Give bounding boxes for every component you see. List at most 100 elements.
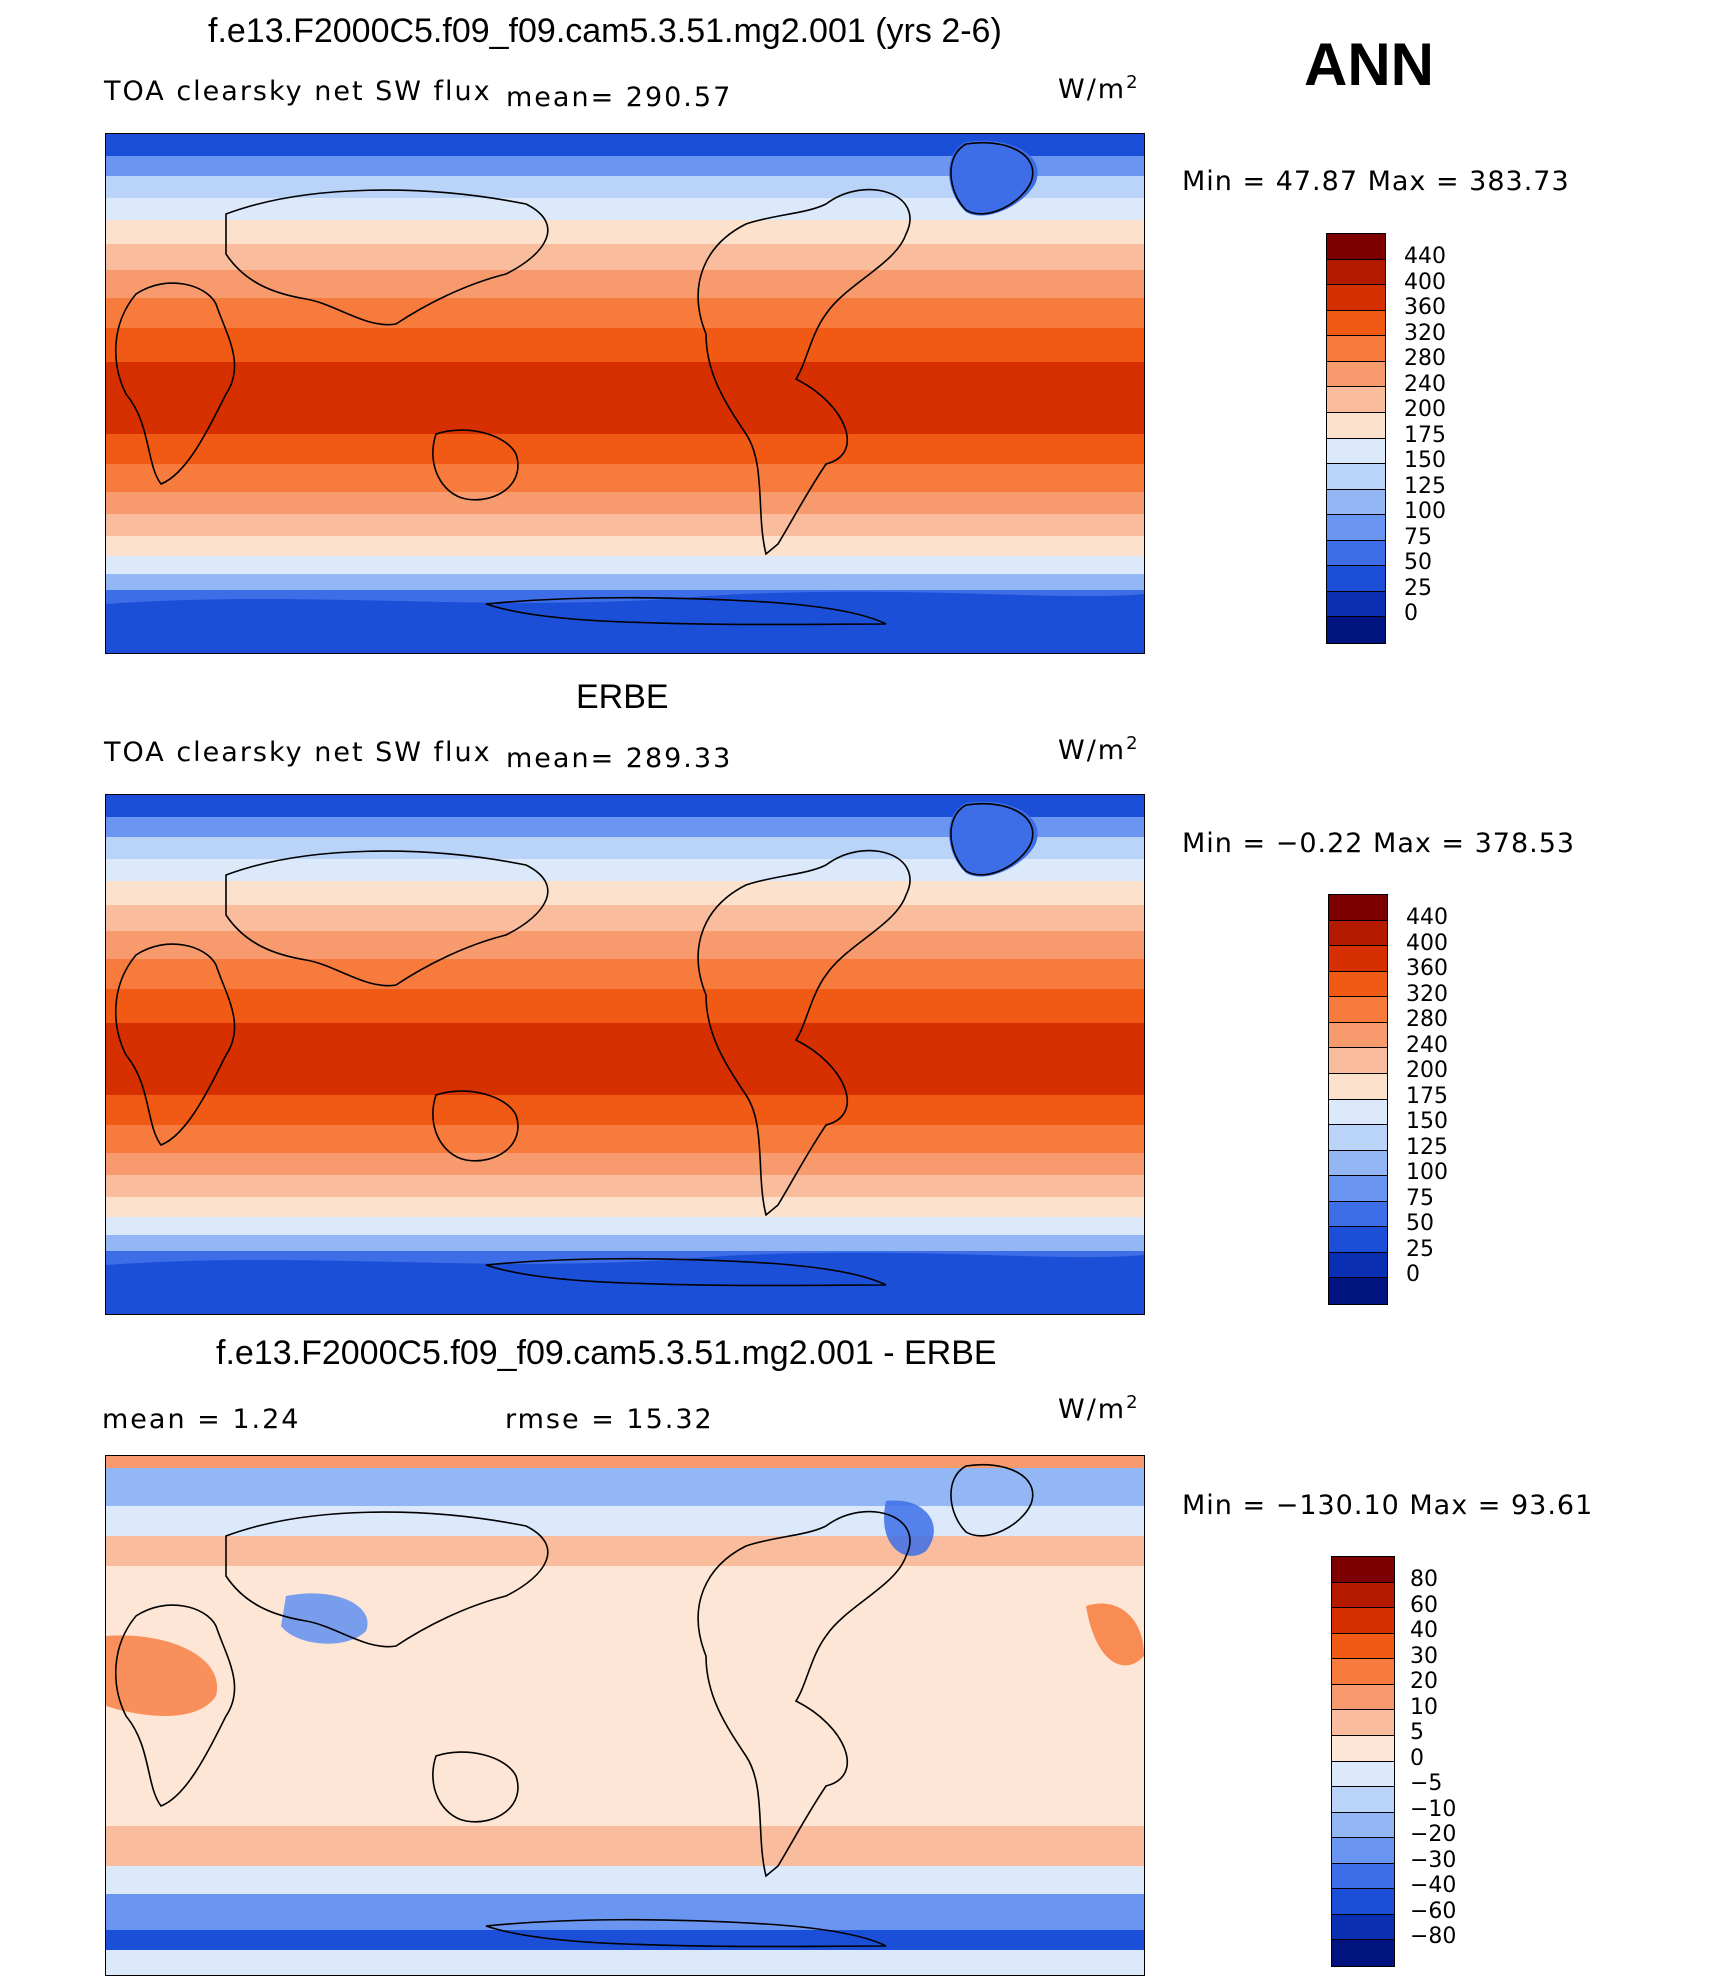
colorbar-swatch bbox=[1327, 617, 1385, 643]
panel-1-mean-label: mean= 290.57 bbox=[506, 82, 733, 113]
panel-3-map bbox=[105, 1455, 1145, 1976]
panel-2-title: ERBE bbox=[576, 678, 669, 716]
colorbar-tick-label: 0 bbox=[1404, 601, 1418, 626]
colorbar-tick-label: 175 bbox=[1404, 422, 1446, 448]
panel-2-coastlines bbox=[114, 803, 1034, 1287]
colorbar-tick-label: 75 bbox=[1406, 1185, 1434, 1211]
colorbar-tick-label: 40 bbox=[1410, 1618, 1438, 1643]
colorbar-swatch bbox=[1327, 336, 1385, 362]
colorbar-tick-label: 100 bbox=[1404, 499, 1446, 524]
coastline bbox=[225, 1511, 549, 1648]
colorbar-tick-label: 360 bbox=[1406, 956, 1448, 981]
colorbar-swatch bbox=[1329, 1278, 1387, 1304]
colorbar-swatch bbox=[1332, 1940, 1394, 1966]
colorbar-tick-label: −30 bbox=[1410, 1847, 1457, 1873]
panel-3-mean-label: mean = 1.24 bbox=[102, 1404, 301, 1435]
colorbar-swatch bbox=[1332, 1608, 1394, 1634]
colorbar-swatch bbox=[1329, 1252, 1387, 1279]
colorbar-tick-label: 320 bbox=[1406, 981, 1448, 1007]
colorbar-tick-label: 200 bbox=[1404, 397, 1446, 422]
colorbar-tick-label: 400 bbox=[1406, 930, 1448, 956]
coastline bbox=[225, 850, 549, 987]
colorbar-tick-label: −10 bbox=[1410, 1796, 1457, 1822]
colorbar-swatch bbox=[1332, 1787, 1394, 1813]
panel-3-units: W/m2 bbox=[1058, 1392, 1140, 1425]
panel-1-variable-label: TOA clearsky net SW flux bbox=[104, 76, 492, 107]
colorbar-tick-label: −60 bbox=[1410, 1898, 1457, 1924]
colorbar-tick-label: 60 bbox=[1410, 1592, 1438, 1618]
colorbar-tick-label: 125 bbox=[1406, 1134, 1448, 1160]
colorbar-tick-label: 0 bbox=[1410, 1745, 1424, 1771]
season-label: ANN bbox=[1304, 31, 1434, 98]
coastline bbox=[697, 1510, 911, 1878]
colorbar-swatch bbox=[1332, 1557, 1394, 1583]
panel-2-minmax: Min = −0.22 Max = 378.53 bbox=[1182, 828, 1576, 859]
colorbar-swatch bbox=[1332, 1735, 1394, 1762]
panel-2-mean-label: mean= 289.33 bbox=[506, 743, 733, 774]
coastline bbox=[432, 1751, 519, 1823]
panel-2-variable-label: TOA clearsky net SW flux bbox=[104, 737, 492, 768]
colorbar-swatch bbox=[1327, 310, 1385, 337]
panel-2-units: W/m2 bbox=[1058, 733, 1140, 766]
coastline bbox=[225, 189, 549, 326]
panel-3-coastlines bbox=[114, 1464, 1034, 1948]
colorbar-swatch bbox=[1329, 1201, 1387, 1228]
colorbar-tick-label: 125 bbox=[1404, 473, 1446, 499]
colorbar-swatch bbox=[1332, 1914, 1394, 1941]
colorbar-swatch bbox=[1332, 1582, 1394, 1609]
coastline bbox=[950, 142, 1034, 215]
panel-1-title: f.e13.F2000C5.f09_f09.cam5.3.51.mg2.001 … bbox=[208, 12, 1002, 50]
panel-1-units: W/m2 bbox=[1058, 72, 1140, 105]
colorbar-swatch bbox=[1329, 1227, 1387, 1253]
colorbar-tick-label: 75 bbox=[1404, 524, 1432, 550]
coastline bbox=[950, 1464, 1034, 1537]
colorbar-swatch bbox=[1327, 438, 1385, 465]
colorbar-swatch bbox=[1329, 895, 1387, 921]
colorbar-swatch bbox=[1329, 920, 1387, 947]
panel-1-colorbar bbox=[1326, 233, 1386, 644]
colorbar-swatch bbox=[1327, 540, 1385, 567]
colorbar-tick-label: −80 bbox=[1410, 1924, 1457, 1949]
colorbar-tick-label: −40 bbox=[1410, 1873, 1457, 1898]
colorbar-tick-label: 200 bbox=[1406, 1058, 1448, 1083]
panel-3-title: f.e13.F2000C5.f09_f09.cam5.3.51.mg2.001 … bbox=[216, 1334, 997, 1372]
panel-1-minmax: Min = 47.87 Max = 383.73 bbox=[1182, 166, 1570, 197]
coastline bbox=[432, 429, 519, 501]
panel-3-minmax: Min = −130.10 Max = 93.61 bbox=[1182, 1490, 1594, 1521]
colorbar-tick-label: 50 bbox=[1406, 1211, 1434, 1236]
panel-3-colorbar bbox=[1331, 1556, 1395, 1967]
panel-3-field bbox=[106, 1456, 1144, 1975]
colorbar-swatch bbox=[1327, 515, 1385, 541]
colorbar-tick-label: 175 bbox=[1406, 1083, 1448, 1109]
panel-2-field bbox=[106, 795, 1144, 1314]
colorbar-swatch bbox=[1332, 1889, 1394, 1915]
coastline bbox=[950, 803, 1034, 876]
colorbar-swatch bbox=[1327, 361, 1385, 388]
coastline bbox=[114, 282, 236, 485]
coastline bbox=[114, 1604, 236, 1807]
panel-2-colorbar bbox=[1328, 894, 1388, 1305]
colorbar-tick-label: 440 bbox=[1404, 244, 1446, 269]
coastline bbox=[697, 849, 911, 1217]
coastline bbox=[485, 1257, 887, 1287]
coastline bbox=[114, 943, 236, 1146]
colorbar-swatch bbox=[1327, 412, 1385, 439]
colorbar-tick-label: 150 bbox=[1406, 1109, 1448, 1134]
colorbar-swatch bbox=[1329, 1099, 1387, 1126]
colorbar-swatch bbox=[1332, 1684, 1394, 1711]
colorbar-tick-label: 25 bbox=[1406, 1236, 1434, 1262]
colorbar-tick-label: 280 bbox=[1404, 346, 1446, 371]
panel-1-coastlines bbox=[114, 142, 1034, 626]
colorbar-swatch bbox=[1329, 946, 1387, 972]
colorbar-tick-label: 150 bbox=[1404, 448, 1446, 473]
colorbar-swatch bbox=[1327, 566, 1385, 592]
coastline bbox=[697, 188, 911, 556]
colorbar-swatch bbox=[1329, 1125, 1387, 1151]
panel-2-map bbox=[105, 794, 1145, 1315]
colorbar-tick-label: 5 bbox=[1410, 1720, 1424, 1745]
colorbar-tick-label: 240 bbox=[1404, 371, 1446, 397]
panel-3-rmse-label: rmse = 15.32 bbox=[505, 1404, 714, 1435]
colorbar-tick-label: 240 bbox=[1406, 1032, 1448, 1058]
colorbar-tick-label: 30 bbox=[1410, 1643, 1438, 1669]
colorbar-swatch bbox=[1332, 1710, 1394, 1736]
